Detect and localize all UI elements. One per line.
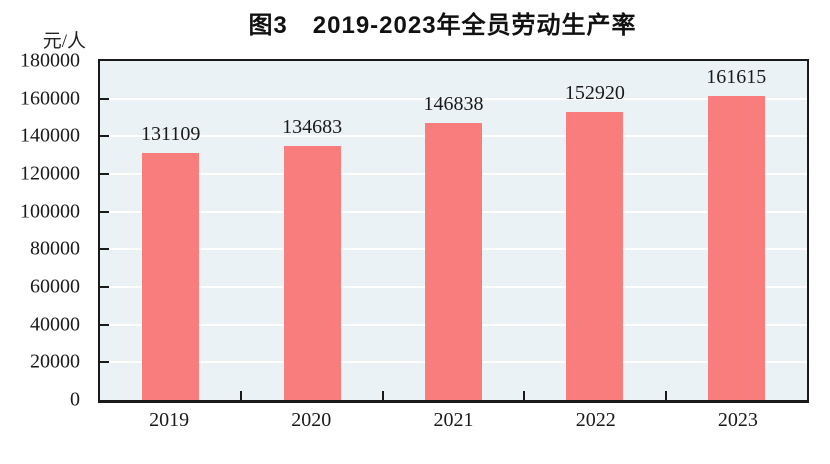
bar-2020 [283, 146, 341, 400]
chart-title: 图3 2019-2023年全员劳动生产率 [248, 12, 637, 39]
y-axis-tick [100, 172, 109, 175]
y-axis-tick [100, 210, 109, 213]
y-axis-label: 120000 [20, 162, 80, 185]
x-axis-tick [381, 391, 384, 400]
plot-area: 131109 134683 146838 152920 161615 [98, 59, 809, 403]
y-axis-label: 40000 [30, 313, 80, 336]
x-axis-label: 2019 [149, 409, 190, 431]
bar-value-label: 161615 [706, 65, 767, 88]
y-axis-label: 80000 [30, 237, 80, 260]
x-axis-label: 2020 [291, 409, 332, 431]
y-axis-label: 160000 [20, 87, 80, 110]
x-axis-tick [664, 391, 667, 400]
x-axis-label: 2021 [433, 409, 474, 431]
x-axis-label: 2022 [575, 409, 616, 431]
y-axis-tick [100, 323, 109, 326]
y-axis-tick [100, 248, 109, 251]
bar-2023 [707, 95, 765, 400]
y-axis-label: 100000 [20, 200, 80, 223]
y-axis-tick-labels: 180000 160000 140000 120000 100000 80000 60000… [0, 50, 88, 411]
gridline [100, 97, 807, 100]
y-axis-unit-label: 元/人 [42, 31, 86, 52]
y-axis-tick [100, 361, 109, 364]
y-axis-label: 60000 [30, 275, 80, 298]
bar-value-label: 134683 [282, 116, 343, 139]
bar-2022 [566, 112, 624, 400]
x-axis-tick-labels: 2019 2020 2021 2022 2023 [98, 409, 809, 437]
y-axis-label: 20000 [30, 350, 80, 373]
y-axis-tick [100, 135, 109, 138]
plot-inner: 131109 134683 146838 152920 161615 [100, 61, 807, 400]
y-axis-label: 0 [70, 388, 80, 411]
y-axis-tick [100, 285, 109, 288]
x-axis-tick [523, 391, 526, 400]
y-axis-tick [100, 97, 109, 100]
bar-2019 [142, 153, 200, 400]
x-axis-label: 2023 [717, 409, 758, 431]
y-axis-label: 180000 [20, 49, 80, 72]
bar-2021 [425, 123, 482, 400]
bar-value-label: 146838 [423, 93, 484, 116]
bar-value-label: 152920 [564, 82, 625, 105]
x-axis-tick [240, 391, 243, 400]
bar-value-label: 131109 [141, 123, 201, 146]
y-axis-label: 140000 [20, 124, 80, 147]
